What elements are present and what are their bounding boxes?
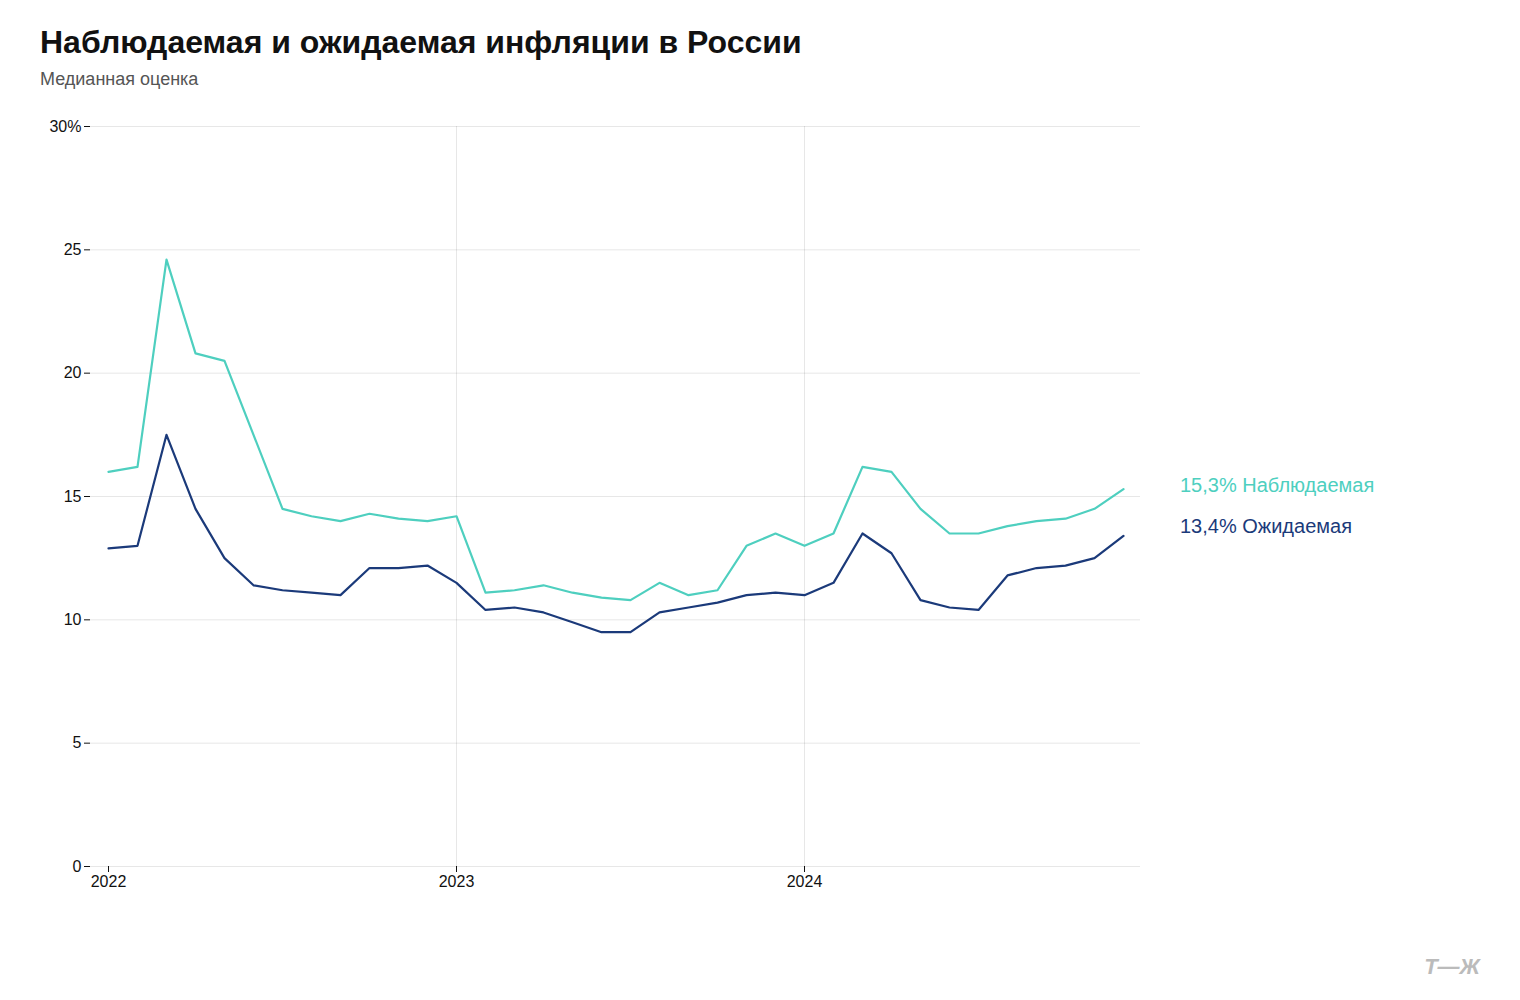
svg-text:15: 15 — [64, 488, 82, 505]
svg-text:2024: 2024 — [787, 873, 823, 890]
html-text:15,3% Наблюдаемая: 15,3% Наблюдаемая — [1180, 474, 1375, 496]
svg-text:30%: 30% — [49, 118, 81, 135]
svg-text:25: 25 — [64, 241, 82, 258]
svg-text:20: 20 — [64, 364, 82, 381]
html-text:13,4% Ожидаемая: 13,4% Ожидаемая — [1180, 515, 1352, 537]
html-text:Т—Ж: Т—Ж — [1424, 954, 1480, 979]
svg-text:0: 0 — [73, 858, 82, 875]
svg-text:2022: 2022 — [91, 873, 127, 890]
svg-text:5: 5 — [73, 734, 82, 751]
svg-text:10: 10 — [64, 611, 82, 628]
html-text:Наблюдаемая и ожидаемая инфляц: Наблюдаемая и ожидаемая инфляции в Росси… — [40, 24, 802, 60]
svg-text:2023: 2023 — [439, 873, 475, 890]
html-text:Медианная оценка: Медианная оценка — [40, 69, 199, 89]
